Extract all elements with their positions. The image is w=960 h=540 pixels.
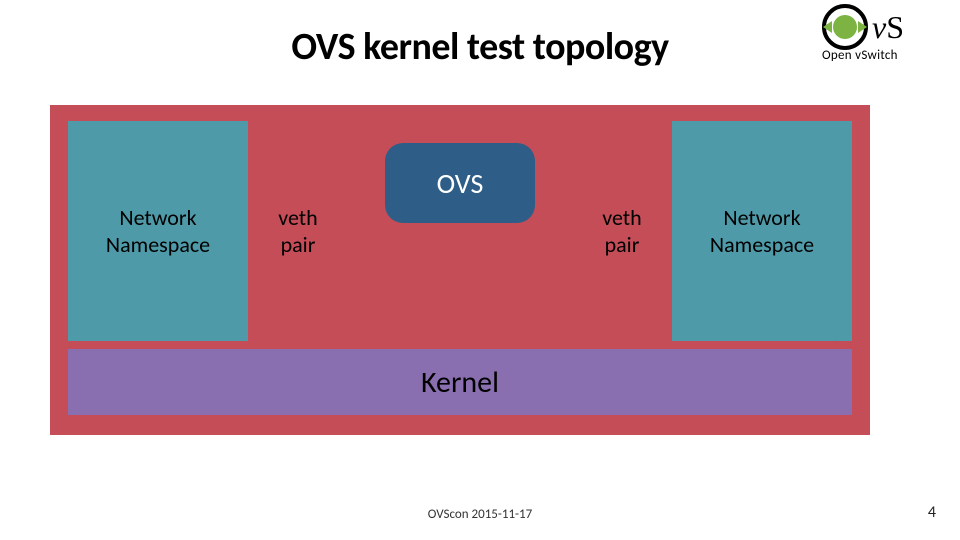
veth-pair-right-label: vethpair [602, 204, 641, 258]
ovs-column: OVS [330, 121, 590, 341]
veth-pair-right: vethpair [590, 121, 654, 341]
ovs-logo-row: vS [822, 4, 942, 50]
kernel-box: Kernel [68, 349, 852, 415]
footer-date: OVScon 2015-11-17 [0, 507, 960, 522]
footer-page-number: 4 [928, 503, 936, 522]
page-title: OVS kernel test topology [0, 24, 960, 70]
spacer [248, 121, 266, 341]
vm-upper-row: NetworkNamespace vethpair OVS vethpair N… [68, 121, 852, 341]
ovs-box: OVS [385, 143, 535, 223]
veth-pair-left: vethpair [266, 121, 330, 341]
ovs-logo-subtitle: Open vSwitch [822, 48, 942, 63]
veth-pair-left-label: vethpair [278, 204, 317, 258]
network-namespace-left: NetworkNamespace [68, 121, 248, 341]
network-namespace-right: NetworkNamespace [672, 121, 852, 341]
spacer [654, 121, 672, 341]
network-namespace-left-label: NetworkNamespace [106, 204, 210, 258]
virtual-machine-box: Virtual Machine NetworkNamespace vethpai… [50, 105, 870, 435]
kernel-label: Kernel [421, 364, 499, 401]
ovs-logo-ring-icon [822, 4, 868, 50]
slide: OVS kernel test topology vS Open vSwitch… [0, 0, 960, 540]
ovs-logo: vS Open vSwitch [822, 4, 942, 63]
ovs-logo-text: vS [872, 9, 904, 46]
network-namespace-right-label: NetworkNamespace [710, 204, 814, 258]
ovs-label: OVS [437, 166, 484, 201]
